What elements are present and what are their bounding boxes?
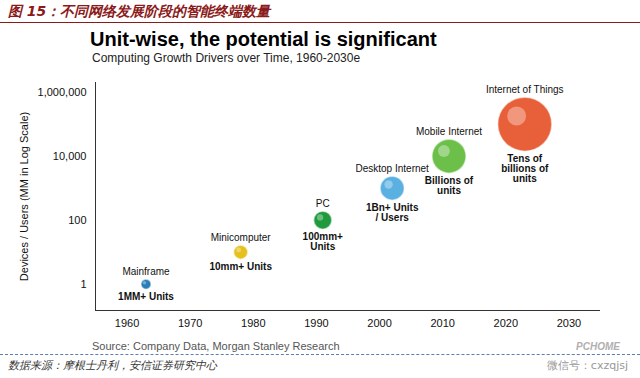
svg-text:10mm+ Units: 10mm+ Units — [209, 261, 272, 272]
html-text:Unit-wise, the potential is si: Unit-wise, the potential is significant — [90, 28, 437, 50]
svg-text:Mainframe: Mainframe — [122, 266, 170, 277]
svg-text:1970: 1970 — [178, 317, 202, 329]
svg-text:1MM+ Units: 1MM+ Units — [118, 291, 174, 302]
html-text:微信号：cxzqjsj: 微信号：cxzqjsj — [546, 358, 628, 372]
html-text:PCHOME: PCHOME — [576, 340, 620, 352]
svg-text:1960: 1960 — [115, 317, 139, 329]
svg-text:PC: PC — [316, 198, 330, 209]
svg-text:1980: 1980 — [241, 317, 265, 329]
html-text:Source: Company Data, Morgan S: Source: Company Data, Morgan Stanley Res… — [92, 340, 340, 352]
svg-text:Internet of Things: Internet of Things — [486, 84, 564, 95]
svg-text:Mobile Internet: Mobile Internet — [416, 126, 482, 137]
html-text:图 15：不同网络发展阶段的智能终端数量: 图 15：不同网络发展阶段的智能终端数量 — [8, 3, 271, 19]
svg-text:Minicomputer: Minicomputer — [211, 232, 272, 243]
svg-text:1Bn+ Units/ Users: 1Bn+ Units/ Users — [366, 202, 419, 223]
svg-text:1,000,000: 1,000,000 — [38, 86, 87, 98]
html-text:数据来源：摩根士丹利，安信证券研究中心: 数据来源：摩根士丹利，安信证券研究中心 — [8, 358, 217, 372]
svg-text:1990: 1990 — [304, 317, 328, 329]
html-text:Computing Growth Drivers over: Computing Growth Drivers over Time, 1960… — [92, 51, 361, 65]
svg-text:2000: 2000 — [367, 317, 391, 329]
svg-text:Devices / Users (MM in Log Sca: Devices / Users (MM in Log Scale) — [18, 112, 30, 281]
svg-text:Tens ofbillions ofunits: Tens ofbillions ofunits — [501, 153, 549, 184]
svg-text:Billions ofunits: Billions ofunits — [425, 175, 474, 196]
svg-text:2020: 2020 — [494, 317, 518, 329]
svg-text:100mm+Units: 100mm+Units — [303, 231, 343, 252]
svg-text:Desktop Internet: Desktop Internet — [356, 163, 430, 174]
svg-text:100: 100 — [68, 214, 86, 226]
svg-text:2010: 2010 — [430, 317, 454, 329]
svg-text:10,000: 10,000 — [53, 150, 87, 162]
svg-text:2030: 2030 — [557, 317, 581, 329]
svg-text:1: 1 — [80, 278, 86, 290]
